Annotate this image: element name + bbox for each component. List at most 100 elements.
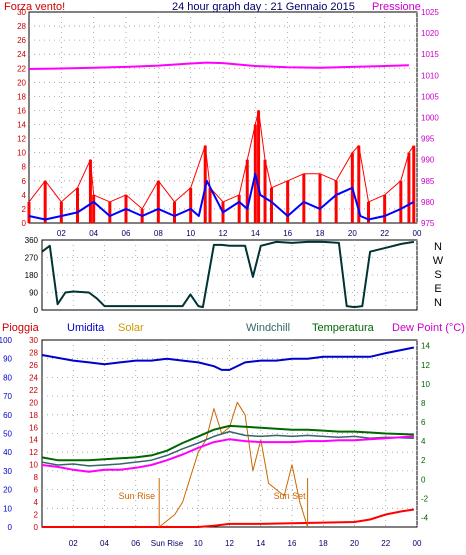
compass-label: N xyxy=(434,241,442,253)
wind-direction-line xyxy=(41,240,415,309)
compass-label: W xyxy=(433,255,444,267)
time-tick-label: 12 xyxy=(225,539,234,548)
temperature-tick-label: -4 xyxy=(421,513,429,522)
wind-tick-label: 28 xyxy=(17,22,26,31)
humidity-tick-label: 0 xyxy=(8,523,13,532)
wind-gust-line xyxy=(28,110,415,210)
time-tick-label: 02 xyxy=(57,229,66,238)
wind-tick-label: 6 xyxy=(22,177,27,186)
dewpoint-line xyxy=(41,435,414,473)
time-tick-label: 08 xyxy=(154,229,163,238)
wind-axis-title: Forza vento! xyxy=(4,1,65,13)
time-tick-label: 10 xyxy=(186,229,195,238)
time-tick-label: 00 xyxy=(413,229,422,238)
humidity-tick-label: 60 xyxy=(3,411,12,420)
compass-label: E xyxy=(434,283,441,295)
pressure-tick-label: 990 xyxy=(421,156,435,165)
solar-line xyxy=(158,401,309,528)
temperature-tick-label: -2 xyxy=(421,494,429,503)
temperature-legend: Temperatura xyxy=(312,322,375,334)
compass-label: S xyxy=(434,269,441,281)
humidity-tick-label: 100 xyxy=(0,336,13,345)
pressure-axis-title: Pressione xyxy=(372,1,421,13)
wind-tick-label: 0 xyxy=(22,219,27,228)
chart-title: 24 hour graph day : 21 Gennaio 2015 xyxy=(172,1,355,13)
direction-tick-label: 0 xyxy=(34,306,39,315)
rain-tick-label: 28 xyxy=(29,348,38,357)
time-tick-label: 06 xyxy=(131,539,140,548)
temperature-tick-label: 2 xyxy=(421,456,426,465)
rain-tick-label: 16 xyxy=(29,423,38,432)
data-series xyxy=(27,61,416,528)
temperature-tick-label: 4 xyxy=(421,437,426,446)
time-tick-label: 16 xyxy=(288,539,297,548)
time-tick-label: 22 xyxy=(381,539,390,548)
wind-tick-label: 30 xyxy=(17,8,26,17)
pressure-tick-label: 1005 xyxy=(421,92,439,101)
humidity-tick-label: 70 xyxy=(3,392,12,401)
time-tick-label: 14 xyxy=(251,229,260,238)
wind-tick-label: 26 xyxy=(17,36,26,45)
wind-tick-label: 4 xyxy=(22,191,27,200)
time-tick-label: 20 xyxy=(350,539,359,548)
rain-tick-label: 14 xyxy=(29,436,38,445)
temperature-tick-label: 10 xyxy=(421,380,430,389)
grid-lines xyxy=(29,12,418,527)
wind-tick-label: 24 xyxy=(17,50,26,59)
pressure-tick-label: 1000 xyxy=(421,114,439,123)
rain-tick-label: 20 xyxy=(29,398,38,407)
time-tick-label: 06 xyxy=(122,229,131,238)
time-tick-label: 12 xyxy=(219,229,228,238)
time-tick-label: 02 xyxy=(69,539,78,548)
sunset-label: Sun Set xyxy=(274,491,307,501)
axis-tick-labels: 0246810121416182022242628309759809859909… xyxy=(0,8,444,548)
wind-tick-label: 20 xyxy=(17,78,26,87)
temperature-tick-label: 14 xyxy=(421,342,430,351)
humidity-tick-label: 30 xyxy=(3,467,12,476)
rain-tick-label: 8 xyxy=(34,473,39,482)
rain-tick-label: 0 xyxy=(34,523,39,532)
rain-legend: Pioggia xyxy=(2,322,40,334)
humidity-tick-label: 50 xyxy=(3,430,12,439)
weather-plot-frame xyxy=(41,339,418,528)
pressure-tick-label: 1025 xyxy=(421,8,439,17)
temperature-tick-label: 6 xyxy=(421,418,426,427)
time-tick-label: 04 xyxy=(89,229,98,238)
direction-tick-label: 270 xyxy=(25,254,39,263)
dewpoint-legend: Dew Point (°C) xyxy=(392,322,465,334)
rain-line xyxy=(42,508,415,528)
wind-tick-label: 14 xyxy=(17,121,26,130)
wind-tick-label: 12 xyxy=(17,135,26,144)
wind-tick-label: 10 xyxy=(17,149,26,158)
humidity-legend: Umidita xyxy=(67,322,105,334)
time-tick-label: 18 xyxy=(316,229,325,238)
solar-legend: Solar xyxy=(118,322,144,334)
rain-tick-label: 4 xyxy=(34,498,39,507)
time-tick-label: 20 xyxy=(348,229,357,238)
wind-tick-label: 8 xyxy=(22,163,27,172)
rain-tick-label: 18 xyxy=(29,411,38,420)
temperature-line xyxy=(41,424,414,462)
rain-tick-label: 12 xyxy=(29,448,38,457)
direction-tick-label: 180 xyxy=(25,271,39,280)
time-tick-label: 10 xyxy=(194,539,203,548)
time-tick-label: 04 xyxy=(100,539,109,548)
time-tick-label: 00 xyxy=(413,539,422,548)
rain-tick-label: 6 xyxy=(34,486,39,495)
humidity-tick-label: 20 xyxy=(3,486,12,495)
humidity-tick-label: 10 xyxy=(3,504,12,513)
time-tick-label: 16 xyxy=(283,229,292,238)
pressure-tick-label: 975 xyxy=(421,219,435,228)
pressure-tick-label: 1015 xyxy=(421,50,439,59)
pressure-tick-label: 980 xyxy=(421,198,435,207)
direction-tick-label: 90 xyxy=(29,289,38,298)
rain-tick-label: 30 xyxy=(29,336,38,345)
pressure-tick-label: 995 xyxy=(421,135,435,144)
wind-avg-line xyxy=(28,172,415,221)
wind-tick-label: 22 xyxy=(17,64,26,73)
windchill-line xyxy=(41,430,414,467)
humidity-tick-label: 80 xyxy=(3,373,12,382)
rain-tick-label: 2 xyxy=(34,511,39,520)
time-tick-label: 14 xyxy=(256,539,265,548)
